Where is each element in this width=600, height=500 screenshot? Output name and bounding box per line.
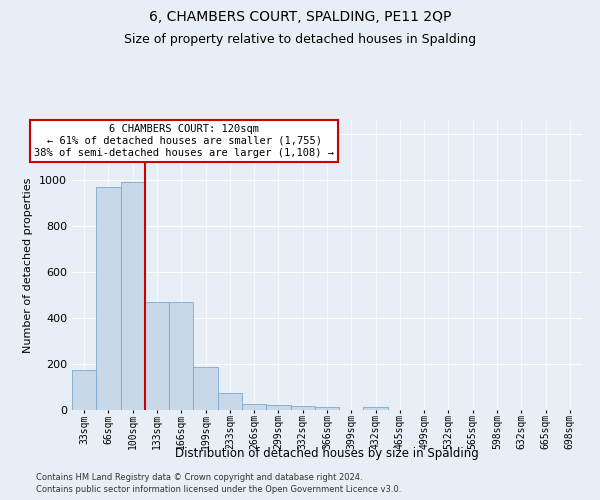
- Bar: [72, 370, 96, 410]
- Text: 6 CHAMBERS COURT: 120sqm
← 61% of detached houses are smaller (1,755)
38% of sem: 6 CHAMBERS COURT: 120sqm ← 61% of detach…: [34, 124, 334, 158]
- Bar: [96, 187, 121, 410]
- Bar: [290, 406, 315, 410]
- Text: 6, CHAMBERS COURT, SPALDING, PE11 2QP: 6, CHAMBERS COURT, SPALDING, PE11 2QP: [149, 10, 451, 24]
- Bar: [315, 407, 339, 410]
- Bar: [121, 182, 145, 410]
- Text: Distribution of detached houses by size in Spalding: Distribution of detached houses by size …: [175, 448, 479, 460]
- Text: Contains HM Land Registry data © Crown copyright and database right 2024.: Contains HM Land Registry data © Crown c…: [36, 472, 362, 482]
- Bar: [193, 368, 218, 410]
- Text: Size of property relative to detached houses in Spalding: Size of property relative to detached ho…: [124, 32, 476, 46]
- Bar: [266, 405, 290, 410]
- Text: Contains public sector information licensed under the Open Government Licence v3: Contains public sector information licen…: [36, 485, 401, 494]
- Bar: [145, 302, 169, 410]
- Y-axis label: Number of detached properties: Number of detached properties: [23, 178, 34, 352]
- Bar: [242, 404, 266, 410]
- Bar: [364, 407, 388, 410]
- Bar: [169, 302, 193, 410]
- Bar: [218, 392, 242, 410]
